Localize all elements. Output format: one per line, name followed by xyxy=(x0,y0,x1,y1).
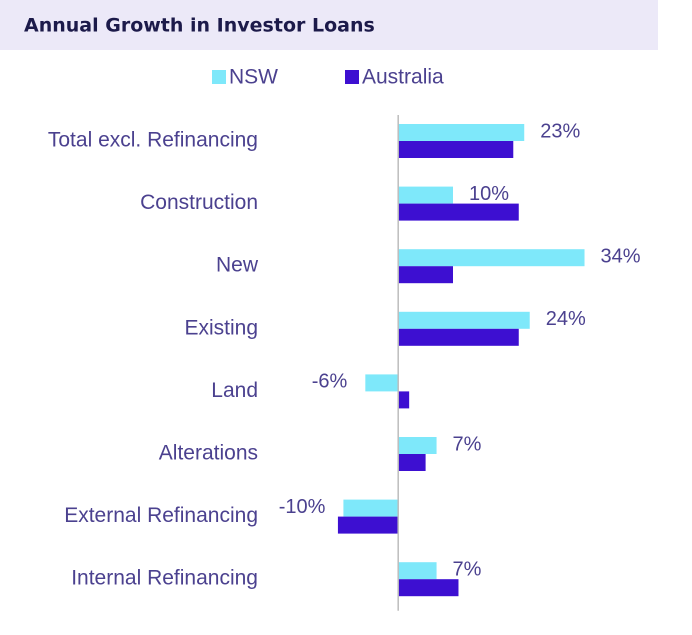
legend-label: Australia xyxy=(362,66,444,89)
category-label: Total excl. Refinancing xyxy=(48,129,258,152)
value-label: 24% xyxy=(546,308,586,330)
value-label: 10% xyxy=(469,183,509,205)
chart-title: Annual Growth in Investor Loans xyxy=(24,15,375,37)
title-band xyxy=(0,0,658,50)
bar xyxy=(398,311,530,329)
bar xyxy=(337,516,399,534)
bar xyxy=(398,249,585,267)
bar xyxy=(398,562,437,580)
value-label: 7% xyxy=(453,433,482,455)
bar xyxy=(343,499,399,517)
bar xyxy=(398,203,519,221)
category-label: New xyxy=(216,254,259,277)
value-label: -10% xyxy=(279,496,326,518)
value-label: 34% xyxy=(601,245,641,267)
legend-swatch xyxy=(345,70,359,84)
legend-swatch xyxy=(212,70,226,84)
bar xyxy=(398,454,426,471)
bar xyxy=(398,124,525,141)
bar xyxy=(398,186,453,204)
category-label: Existing xyxy=(184,316,258,339)
value-label: 23% xyxy=(540,120,580,142)
bar xyxy=(398,141,514,158)
bar xyxy=(365,374,399,392)
category-label: Land xyxy=(211,379,258,402)
category-label: Internal Refinancing xyxy=(71,567,258,590)
bar xyxy=(398,391,410,409)
bar xyxy=(398,266,453,284)
value-label: -6% xyxy=(312,371,348,393)
bar xyxy=(398,437,437,454)
legend-label: NSW xyxy=(229,66,278,89)
category-label: External Refinancing xyxy=(64,504,258,527)
category-label: Construction xyxy=(140,191,258,214)
bar xyxy=(398,579,459,597)
bar xyxy=(398,328,519,346)
category-label: Alterations xyxy=(159,442,258,465)
value-label: 7% xyxy=(453,558,482,580)
